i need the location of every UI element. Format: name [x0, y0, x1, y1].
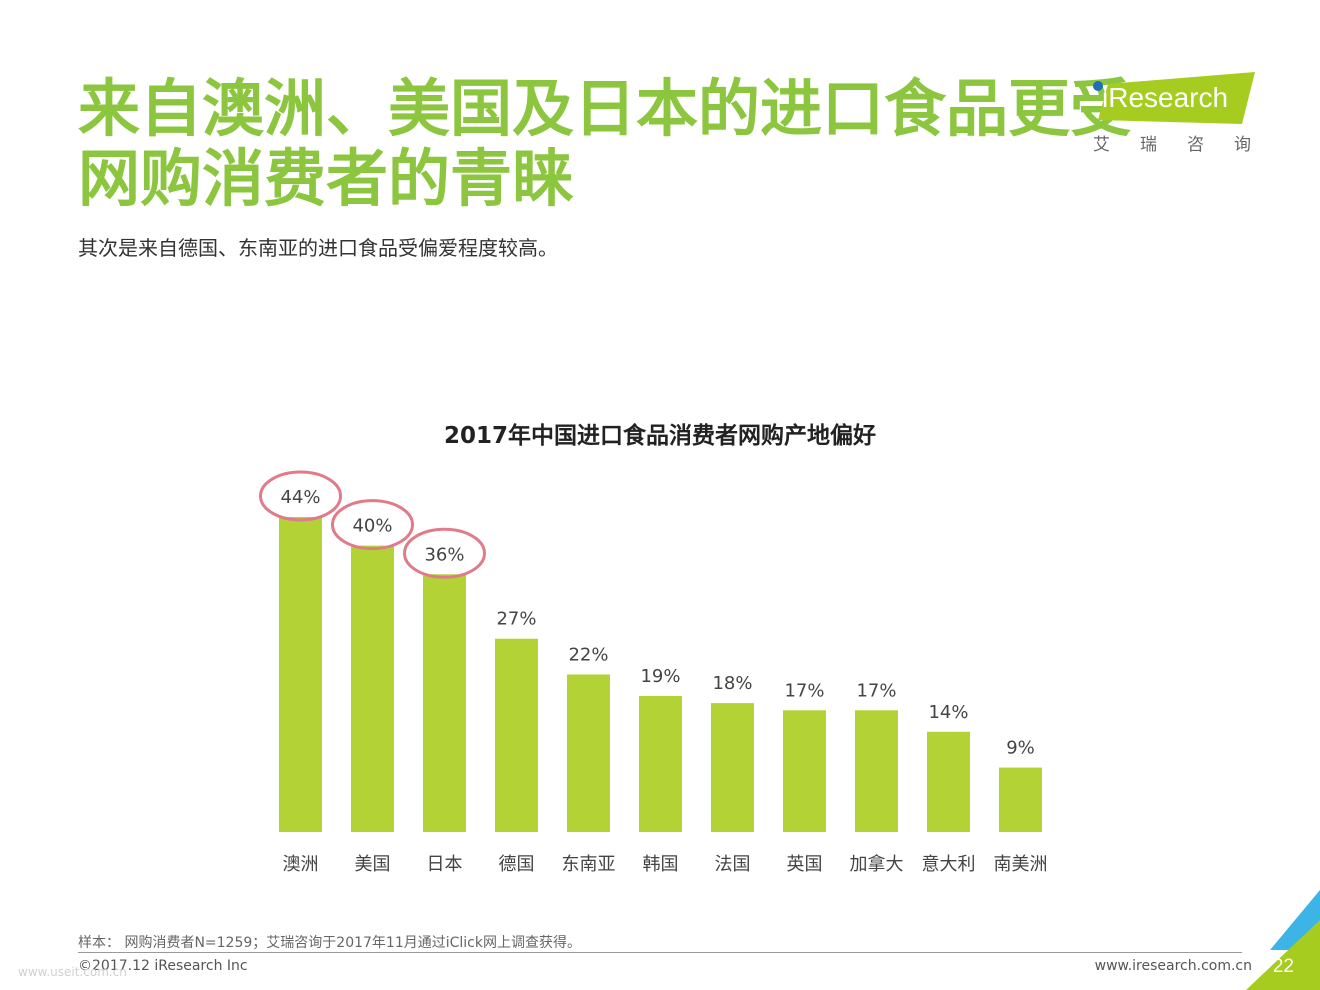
highlight-circle-日本: [403, 527, 486, 579]
sample-footnote: 样本： 网购消费者N=1259；艾瑞咨询于2017年11月通过iClick网上调…: [78, 935, 581, 951]
value-label-德国: 27%: [496, 609, 536, 630]
bar-日本: [423, 574, 466, 832]
logo-chinese: 艾瑞咨询: [1093, 135, 1281, 155]
chart-title: 2017年中国进口食品消费者网购产地偏好: [443, 423, 876, 449]
highlight-circle-美国: [331, 499, 414, 551]
value-label-日本: 36%: [424, 544, 464, 565]
page-subtitle: 其次是来自德国、东南亚的进口食品受偏爱程度较高。: [78, 236, 558, 260]
bar-法国: [711, 703, 754, 832]
category-label-意大利: 意大利: [922, 854, 976, 875]
watermark-text: www.useit.com.cn: [18, 965, 127, 979]
footer-divider: [78, 952, 1242, 953]
value-label-南美洲: 9%: [1006, 738, 1035, 759]
category-label-美国: 美国: [355, 854, 391, 875]
value-label-法国: 18%: [712, 673, 752, 694]
bar-德国: [495, 638, 538, 832]
logo-dot: [1093, 81, 1103, 91]
page-title-line-1: 来自澳洲、美国及日本的进口食品更受: [78, 72, 1133, 145]
category-label-南美洲: 南美洲: [994, 854, 1048, 875]
bar-美国: [351, 545, 394, 832]
copyright-text: ©2017.12 iResearch Inc: [78, 958, 248, 974]
value-label-东南亚: 22%: [568, 645, 608, 666]
bar-南美洲: [999, 767, 1042, 832]
page-title-line-2: 网购消费者的青睐: [78, 142, 575, 215]
corner-green-shape: [1246, 920, 1320, 990]
page-title: 来自澳洲、美国及日本的进口食品更受 网购消费者的青睐: [78, 72, 1133, 215]
category-label-日本: 日本: [427, 854, 463, 875]
bar-意大利: [927, 731, 970, 832]
iresearch-logo: [1093, 72, 1255, 124]
bar-英国: [783, 710, 826, 832]
value-label-英国: 17%: [784, 680, 824, 701]
highlight-circle-澳洲: [259, 470, 342, 522]
bar-澳洲: [279, 517, 322, 832]
bar-chart: 44% 澳洲 40% 美国 36% 日本 27% 德国 22% 东南亚 19% 韩国 18% 法国 17% 英…: [259, 470, 1048, 875]
category-label-韩国: 韩国: [643, 854, 679, 875]
category-label-加拿大: 加拿大: [850, 853, 904, 875]
category-label-澳洲: 澳洲: [283, 854, 319, 875]
logo-banner-shape: [1098, 72, 1255, 124]
value-label-美国: 40%: [352, 516, 392, 537]
category-label-东南亚: 东南亚: [562, 854, 616, 875]
bar-加拿大: [855, 710, 898, 832]
category-label-德国: 德国: [499, 854, 535, 875]
value-label-澳洲: 44%: [280, 487, 320, 508]
category-label-英国: 英国: [787, 854, 823, 875]
website-link[interactable]: www.iresearch.com.cn: [1094, 958, 1252, 974]
value-label-韩国: 19%: [640, 666, 680, 687]
corner-decoration: [1246, 890, 1320, 990]
bar-韩国: [639, 695, 682, 832]
bar-东南亚: [567, 674, 610, 832]
logo-wordmark: iResearch: [1102, 82, 1229, 113]
category-label-法国: 法国: [715, 854, 751, 875]
value-label-意大利: 14%: [928, 702, 968, 723]
value-label-加拿大: 17%: [856, 680, 896, 701]
page-number: 22: [1272, 956, 1294, 977]
